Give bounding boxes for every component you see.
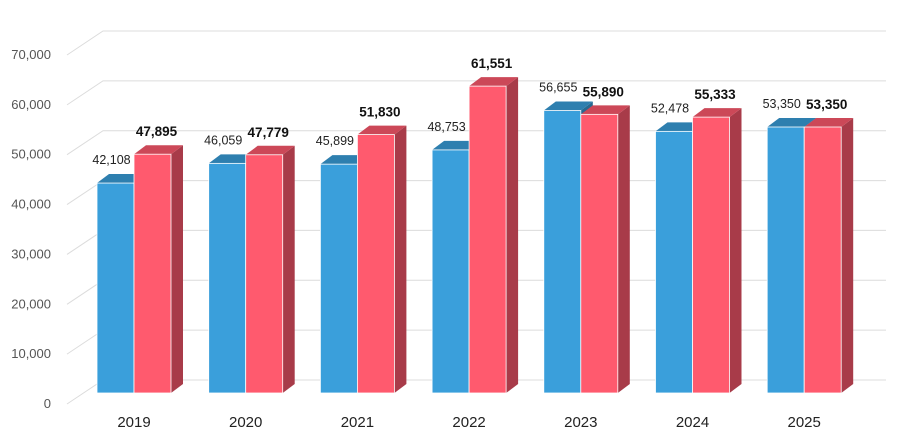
y-tick-label: 10,000	[11, 346, 51, 361]
bar-series-b	[356, 125, 407, 394]
x-tick-label: 2022	[452, 414, 485, 431]
bar-series-b	[803, 118, 854, 394]
y-tick-label: 20,000	[11, 296, 51, 311]
y-tick-label: 70,000	[11, 47, 51, 62]
x-tick-label: 2023	[564, 414, 597, 431]
y-tick-label: 50,000	[11, 147, 51, 162]
data-label-series-b: 55,890	[583, 84, 624, 99]
x-tick-label: 2025	[788, 414, 821, 431]
data-label-series-a: 52,478	[651, 101, 689, 115]
data-label-series-a: 53,350	[763, 97, 801, 111]
y-tick-label: 60,000	[11, 97, 51, 112]
data-label-series-a: 45,899	[316, 134, 354, 148]
bar-series-b	[133, 145, 183, 394]
gridline	[66, 80, 886, 106]
data-label-series-a: 56,655	[539, 81, 577, 95]
x-axis-ticks: 2019 2020 2021 2022 2023 2024 2025	[117, 414, 821, 431]
data-label-series-a: 46,059	[204, 133, 242, 147]
data-label-series-b: 47,895	[136, 124, 178, 139]
bar-series-b	[468, 77, 519, 394]
y-tick-label: 30,000	[11, 246, 51, 261]
y-tick-label: 0	[44, 396, 51, 411]
data-label-series-b: 55,333	[694, 87, 736, 102]
data-label-series-b: 61,551	[471, 56, 513, 71]
x-tick-label: 2021	[341, 414, 374, 431]
x-tick-label: 2020	[229, 414, 262, 431]
gridline	[66, 30, 886, 56]
data-labels: 42,108 47,895 46,059 47,779 45,899 51,830 48,7…	[92, 56, 847, 167]
x-tick-label: 2019	[117, 414, 150, 431]
bars	[96, 77, 854, 394]
data-label-series-b: 51,830	[359, 105, 400, 120]
y-axis-ticks: 0 10,000 20,000 30,000 40,000 50,000 60,000 70,…	[11, 47, 51, 411]
data-label-series-b: 47,779	[248, 125, 289, 140]
x-tick-label: 2024	[676, 414, 709, 431]
data-label-series-b: 53,350	[806, 97, 847, 112]
bar-series-b	[692, 108, 742, 394]
bar-series-b	[580, 105, 630, 394]
data-label-series-a: 42,108	[92, 153, 130, 167]
y-tick-label: 40,000	[11, 197, 51, 212]
data-label-series-a: 48,753	[427, 120, 465, 134]
bar-series-b	[245, 145, 295, 394]
